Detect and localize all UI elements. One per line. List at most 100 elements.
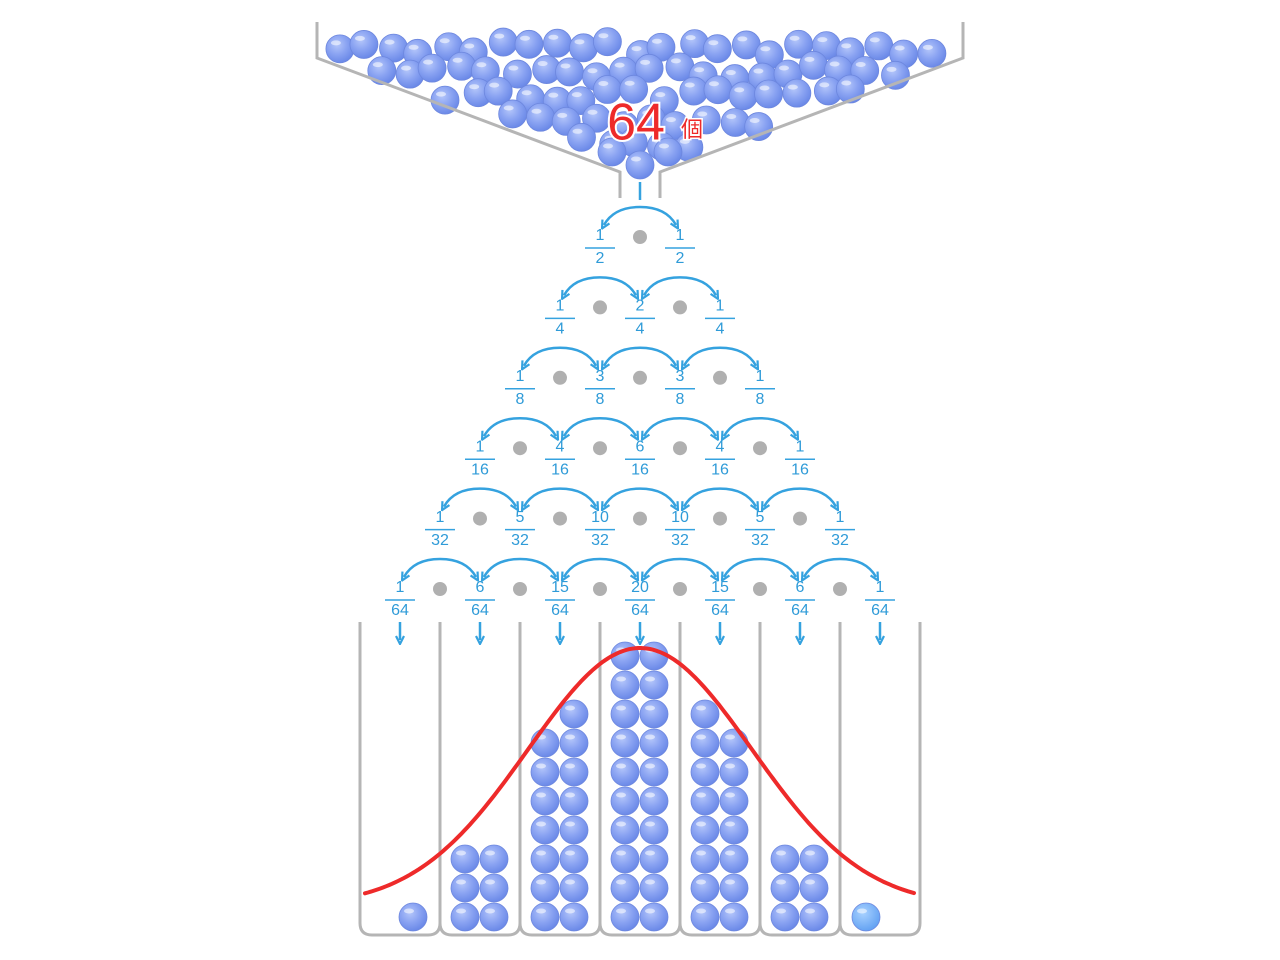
ball-shine xyxy=(694,67,705,73)
fraction-numerator: 1 xyxy=(516,368,525,385)
arrow-right xyxy=(519,557,556,577)
ball xyxy=(479,873,509,903)
ball xyxy=(702,34,732,64)
board: 1212142414183838181164166164161161325321… xyxy=(358,182,922,937)
ball-shine xyxy=(464,43,475,49)
ball-shine xyxy=(805,908,815,914)
ball xyxy=(917,38,947,68)
ball xyxy=(799,873,829,903)
ball-shine xyxy=(531,108,542,114)
ball-shine xyxy=(659,143,669,149)
ball-shine xyxy=(560,63,571,69)
arrow-left xyxy=(484,416,521,436)
fraction-denominator: 32 xyxy=(591,532,609,549)
fraction-denominator: 64 xyxy=(711,602,729,619)
ball-shine xyxy=(922,44,933,50)
ball xyxy=(719,786,749,816)
ball-shine xyxy=(805,850,815,856)
fraction-numerator: 1 xyxy=(756,368,765,385)
arrow-left xyxy=(644,557,681,577)
ball xyxy=(719,728,749,758)
ball-shine xyxy=(485,850,495,856)
ball xyxy=(864,31,894,61)
ball-shine xyxy=(401,65,412,71)
ball-shine xyxy=(485,879,495,885)
arrow-left xyxy=(724,557,761,577)
ball xyxy=(851,902,881,932)
arrow-right xyxy=(639,205,676,225)
ball xyxy=(610,902,640,932)
ball-shine xyxy=(645,821,655,827)
peg xyxy=(713,511,727,526)
arrow-left xyxy=(404,557,441,577)
fraction-denominator: 8 xyxy=(516,391,525,408)
ball-shine xyxy=(565,763,575,769)
ball-shine xyxy=(645,908,655,914)
peg xyxy=(753,441,767,456)
ball-shine xyxy=(616,734,626,740)
arrow-right xyxy=(599,557,636,577)
fraction-denominator: 8 xyxy=(596,391,605,408)
ball-shine xyxy=(855,62,866,68)
ball xyxy=(325,34,355,64)
ball-shine xyxy=(548,34,559,40)
arrow-left xyxy=(764,487,801,507)
fraction-denominator: 64 xyxy=(391,602,409,619)
ball-shine xyxy=(485,908,495,914)
ball xyxy=(799,50,828,80)
fraction-numerator: 6 xyxy=(636,438,645,455)
arrow-left xyxy=(484,557,521,577)
ball-shine xyxy=(469,84,480,90)
ball xyxy=(367,56,397,86)
ball-shine xyxy=(614,62,625,68)
arrow-left xyxy=(524,487,561,507)
ball xyxy=(639,757,669,787)
ball-shine xyxy=(817,37,828,43)
ball-unit: 個 xyxy=(681,117,703,142)
ball-shine xyxy=(655,92,666,98)
ball-shine xyxy=(503,105,514,111)
fraction-denominator: 4 xyxy=(716,321,725,338)
hopper-left-wall xyxy=(315,22,622,198)
ball-shine xyxy=(776,908,786,914)
ball-shine xyxy=(616,792,626,798)
ball xyxy=(610,728,640,758)
fraction-numerator: 4 xyxy=(716,438,725,455)
fraction-numerator: 20 xyxy=(631,579,649,596)
fraction-denominator: 32 xyxy=(511,532,529,549)
peg xyxy=(673,300,687,315)
arrow-left xyxy=(444,487,481,507)
ball-shine xyxy=(778,65,789,71)
ball xyxy=(479,902,509,932)
ball-shine xyxy=(679,138,690,144)
ball xyxy=(719,815,749,845)
ball-shine xyxy=(645,792,655,798)
ball-shine xyxy=(536,850,546,856)
ball-shine xyxy=(565,879,575,885)
ball xyxy=(639,902,669,932)
fraction-denominator: 16 xyxy=(631,461,649,478)
ball xyxy=(639,873,669,903)
arrow-left xyxy=(604,205,641,225)
ball xyxy=(690,786,720,816)
fraction-denominator: 16 xyxy=(711,461,729,478)
ball xyxy=(610,670,640,700)
fraction-denominator: 2 xyxy=(676,250,685,267)
fraction-numerator: 1 xyxy=(716,298,725,315)
ball xyxy=(559,815,589,845)
ball-shine xyxy=(439,38,450,44)
fraction-denominator: 32 xyxy=(431,532,449,549)
ball xyxy=(530,728,560,758)
ball-shine xyxy=(615,117,626,123)
ball-shine xyxy=(354,35,365,41)
ball-shine xyxy=(565,908,575,914)
ball xyxy=(514,29,544,59)
ball-shine xyxy=(572,128,583,134)
ball-shine xyxy=(640,59,651,65)
ball xyxy=(559,902,589,932)
ball-shine xyxy=(384,39,395,45)
ball-shine xyxy=(489,82,500,88)
ball xyxy=(799,902,829,932)
ball-shine xyxy=(565,705,575,711)
ball-shine xyxy=(685,35,696,41)
